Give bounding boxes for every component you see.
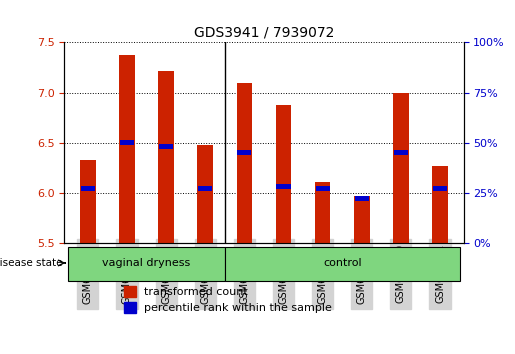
- Text: control: control: [323, 258, 362, 268]
- Bar: [124, 302, 136, 313]
- Text: disease state: disease state: [0, 258, 62, 268]
- Bar: [197, 145, 213, 243]
- Bar: [80, 160, 96, 243]
- Text: transformed count: transformed count: [144, 287, 248, 297]
- FancyBboxPatch shape: [68, 247, 225, 281]
- Bar: [198, 186, 212, 191]
- Bar: [315, 182, 331, 243]
- Bar: [277, 184, 290, 189]
- Bar: [236, 82, 252, 243]
- Bar: [158, 70, 174, 243]
- Title: GDS3941 / 7939072: GDS3941 / 7939072: [194, 26, 334, 40]
- Bar: [237, 150, 251, 155]
- Bar: [316, 186, 330, 191]
- Bar: [394, 150, 408, 155]
- FancyBboxPatch shape: [225, 247, 459, 281]
- Bar: [120, 140, 134, 145]
- Bar: [159, 144, 173, 149]
- Text: percentile rank within the sample: percentile rank within the sample: [144, 303, 332, 313]
- Bar: [119, 55, 135, 243]
- Bar: [393, 93, 409, 243]
- Bar: [433, 186, 447, 191]
- Bar: [355, 196, 369, 201]
- Text: vaginal dryness: vaginal dryness: [102, 258, 191, 268]
- Bar: [432, 166, 448, 243]
- Bar: [354, 196, 370, 243]
- Bar: [124, 286, 136, 297]
- Bar: [81, 186, 95, 191]
- Bar: [276, 105, 291, 243]
